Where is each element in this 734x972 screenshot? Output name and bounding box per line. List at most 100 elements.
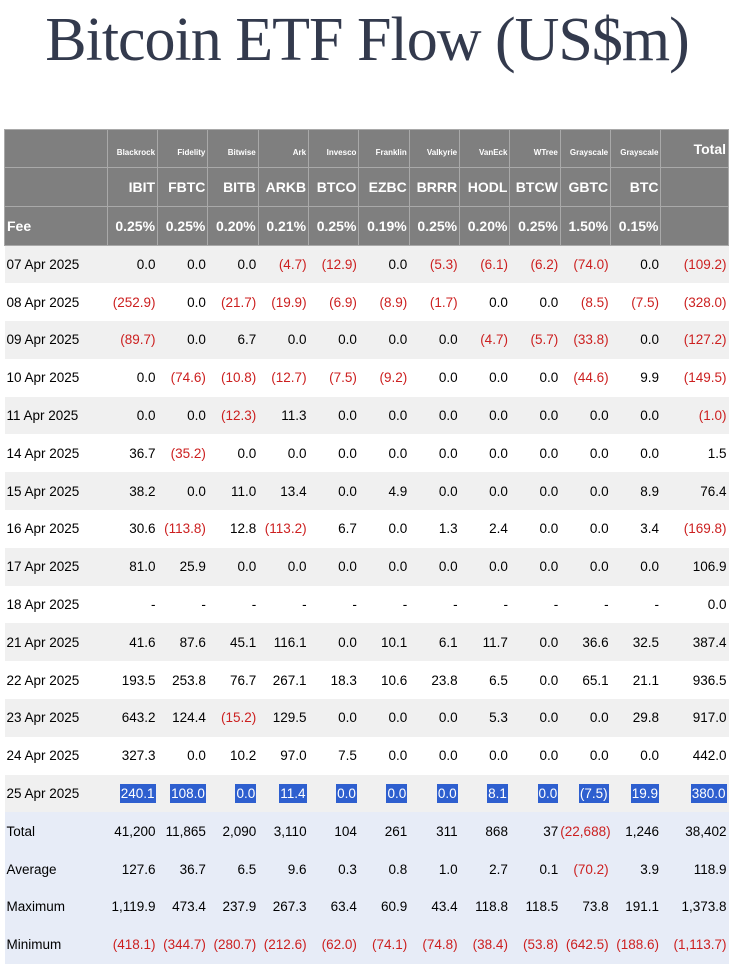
selected-value: 108.0 bbox=[170, 784, 206, 804]
total-cell: 1,373.8 bbox=[681, 899, 727, 915]
stat-cell: 118.5 bbox=[525, 899, 559, 915]
table-row: 18 Apr 2025 - - - - - - - - - - - 0.0 bbox=[4, 585, 729, 624]
flow-cell: 1.3 bbox=[438, 521, 458, 537]
ticker-label: BTCW bbox=[509, 167, 561, 207]
ticker-label: HODL bbox=[459, 167, 511, 207]
date-cell: 10 Apr 2025 bbox=[6, 370, 80, 386]
header-blank-cell bbox=[4, 129, 108, 168]
stat-cell: 118.8 bbox=[475, 899, 508, 915]
total-cell: 0.0 bbox=[707, 597, 727, 613]
stat-cell: (74.1) bbox=[371, 937, 408, 953]
stat-label: Minimum bbox=[6, 937, 62, 953]
flow-cell: 0.0 bbox=[640, 332, 659, 348]
header-blank-cell bbox=[660, 167, 729, 207]
ticker-label: IBIT bbox=[106, 167, 159, 207]
stat-cell: 868 bbox=[485, 823, 508, 839]
flow-cell: 0.0 bbox=[539, 408, 559, 424]
flow-cell: 0.0 bbox=[539, 672, 559, 688]
flow-cell: 0.0 bbox=[640, 748, 659, 764]
flow-cell: 0.0 bbox=[237, 559, 257, 575]
total-cell: 442.0 bbox=[692, 748, 727, 764]
stat-cell: 11,865 bbox=[165, 823, 206, 839]
flow-cell: 9.9 bbox=[640, 370, 659, 386]
flow-cell: 267.1 bbox=[272, 672, 307, 688]
table-row: 21 Apr 2025 41.6 87.6 45.1 116.1 0.0 10.1 6.1 11… bbox=[4, 623, 729, 662]
flow-cell: 0.0 bbox=[438, 710, 458, 726]
flow-cell: 0.0 bbox=[489, 408, 508, 424]
flow-cell: 29.8 bbox=[632, 710, 659, 726]
flow-cell: 19.9 bbox=[611, 775, 661, 813]
flow-cell: 0.0 bbox=[589, 748, 609, 764]
table-row: 22 Apr 2025 193.5 253.8 76.7 267.1 18.3 10.6 23… bbox=[4, 661, 729, 700]
flow-cell: 36.6 bbox=[582, 634, 609, 650]
issuer-label: Valkyrie bbox=[408, 129, 461, 168]
fee-value: 0.25% bbox=[157, 206, 209, 246]
ticker-label: GBTC bbox=[559, 167, 612, 207]
stat-cell: 43.4 bbox=[431, 899, 458, 915]
stat-cell: (38.4) bbox=[472, 937, 508, 953]
flow-cell: 327.3 bbox=[121, 748, 156, 764]
flow-cell: 11.7 bbox=[482, 634, 508, 650]
flow-cell: 124.4 bbox=[172, 710, 206, 726]
stat-label: Maximum bbox=[6, 899, 66, 915]
flow-cell: 0.0 bbox=[136, 408, 156, 424]
stat-cell: 73.8 bbox=[582, 899, 609, 915]
fee-value: 0.20% bbox=[459, 206, 511, 246]
date-cell: 18 Apr 2025 bbox=[6, 597, 80, 613]
flow-cell: 0.0 bbox=[359, 775, 409, 813]
flow-cell: 12.8 bbox=[229, 521, 257, 537]
fee-value: 0.25% bbox=[308, 206, 360, 246]
ticker-label: BITB bbox=[207, 167, 259, 207]
table-row: 15 Apr 2025 38.2 0.0 11.0 13.4 0.0 4.9 0.0 0.0 0.… bbox=[4, 472, 729, 511]
flow-cell: (8.9) bbox=[379, 294, 408, 310]
issuer-label: Grayscale bbox=[610, 129, 662, 168]
date-cell: 16 Apr 2025 bbox=[6, 521, 80, 537]
selected-value: 380.0 bbox=[690, 784, 727, 804]
selected-value: 0.0 bbox=[436, 784, 458, 804]
ticker-header-row: IBIT FBTC BITB ARKB BTCO EZBC BRRR HODL BTCW GBTC… bbox=[4, 167, 729, 207]
flow-cell: 253.8 bbox=[172, 672, 206, 688]
fee-value: 0.20% bbox=[207, 206, 259, 246]
flow-cell: (113.2) bbox=[264, 521, 307, 537]
flow-cell: 0.0 bbox=[187, 332, 206, 348]
issuer-label: Fidelity bbox=[157, 129, 209, 168]
flow-cell: 0.0 bbox=[438, 483, 458, 499]
stat-cell: (212.6) bbox=[263, 937, 307, 953]
flow-cell: 0.0 bbox=[489, 294, 508, 310]
flow-cell: 10.2 bbox=[229, 748, 257, 764]
date-cell: 08 Apr 2025 bbox=[6, 294, 80, 310]
flow-cell: 32.5 bbox=[632, 634, 659, 650]
flow-cell: (44.6) bbox=[573, 370, 609, 386]
flow-cell: 0.0 bbox=[589, 483, 609, 499]
stat-cell: 267.3 bbox=[272, 899, 307, 915]
flow-cell: 13.4 bbox=[280, 483, 307, 499]
selected-value: 8.1 bbox=[487, 784, 508, 804]
flow-cell: 97.0 bbox=[280, 748, 307, 764]
selected-value: 11.4 bbox=[279, 784, 307, 804]
table-row: 16 Apr 2025 30.6 (113.8) 12.8 (113.2) 6.7 0.0 1… bbox=[4, 510, 729, 548]
flow-cell: (10.8) bbox=[220, 370, 257, 386]
total-cell: (109.2) bbox=[683, 257, 727, 273]
flow-cell: 8.1 bbox=[460, 775, 510, 813]
flow-cell: 0.0 bbox=[589, 521, 609, 537]
flow-cell: 18.3 bbox=[330, 672, 357, 688]
flow-cell: 0.0 bbox=[589, 408, 609, 424]
flow-cell: - bbox=[654, 597, 659, 613]
header-blank-cell bbox=[660, 206, 729, 246]
flow-cell: 0.0 bbox=[539, 748, 559, 764]
flow-cell: 23.8 bbox=[431, 672, 458, 688]
flow-cell: 36.7 bbox=[129, 445, 156, 461]
flow-cell: 0.0 bbox=[338, 710, 357, 726]
flow-cell: 116.1 bbox=[273, 634, 307, 650]
flow-cell: - bbox=[251, 597, 257, 613]
flow-cell: 0.0 bbox=[438, 370, 458, 386]
flow-cell: 65.1 bbox=[582, 672, 609, 688]
issuer-header-row: Blackrock Fidelity Bitwise Ark Invesco Frankl… bbox=[4, 129, 729, 168]
header-blank-cell bbox=[4, 167, 108, 207]
flow-cell: 0.0 bbox=[438, 748, 458, 764]
issuer-label: WTree bbox=[509, 129, 561, 168]
date-cell: 17 Apr 2025 bbox=[6, 559, 80, 575]
issuer-label: Grayscale bbox=[559, 129, 612, 168]
flow-cell: 45.1 bbox=[229, 634, 257, 650]
flow-cell: 0.0 bbox=[388, 748, 408, 764]
